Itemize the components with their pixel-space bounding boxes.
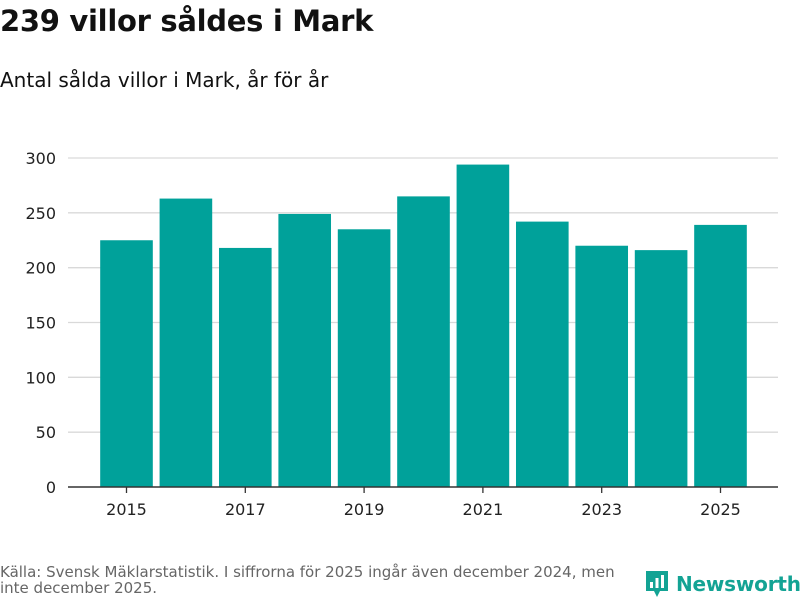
y-tick-label: 100 bbox=[25, 368, 56, 387]
newsworthy-logo[interactable]: Newsworthy bbox=[644, 569, 800, 599]
y-tick-label: 250 bbox=[25, 204, 56, 223]
chart-subtitle: Antal sålda villor i Mark, år för år bbox=[0, 68, 329, 92]
x-tick-label: 2023 bbox=[581, 500, 622, 519]
bar-2023[interactable] bbox=[575, 245, 629, 487]
bar-2024[interactable] bbox=[634, 250, 688, 487]
brand-name: Newsworthy bbox=[676, 572, 800, 596]
x-tick-label: 2015 bbox=[106, 500, 147, 519]
chart-title: 239 villor såldes i Mark bbox=[0, 4, 374, 38]
x-tick-label: 2025 bbox=[700, 500, 741, 519]
bar-2020[interactable] bbox=[397, 196, 450, 487]
y-tick-label: 200 bbox=[25, 259, 56, 278]
x-tick-label: 2017 bbox=[225, 500, 266, 519]
bar-2022[interactable] bbox=[515, 221, 569, 487]
y-axis: 0 50 100 150 200 250 300 bbox=[25, 149, 56, 497]
y-tick-label: 0 bbox=[46, 478, 56, 497]
x-tick-label: 2021 bbox=[463, 500, 504, 519]
bar-2025[interactable] bbox=[694, 224, 747, 487]
source-note: Källa: Svensk Mäklarstatistik. I siffror… bbox=[0, 563, 615, 597]
bar-2019[interactable] bbox=[337, 229, 391, 488]
x-axis: 2015 2017 2019 2021 2023 2025 bbox=[106, 487, 741, 519]
bar-2017[interactable] bbox=[218, 247, 272, 487]
bar-2021[interactable] bbox=[456, 164, 510, 487]
y-tick-label: 300 bbox=[25, 149, 56, 168]
y-tick-label: 150 bbox=[25, 314, 56, 333]
bars bbox=[100, 164, 747, 488]
bar-2018[interactable] bbox=[278, 213, 332, 487]
bar-2015[interactable] bbox=[100, 240, 153, 487]
x-tick-label: 2019 bbox=[344, 500, 385, 519]
y-tick-label: 50 bbox=[36, 423, 56, 442]
bar-2016[interactable] bbox=[159, 198, 213, 487]
newsworthy-logo-icon bbox=[646, 571, 668, 597]
